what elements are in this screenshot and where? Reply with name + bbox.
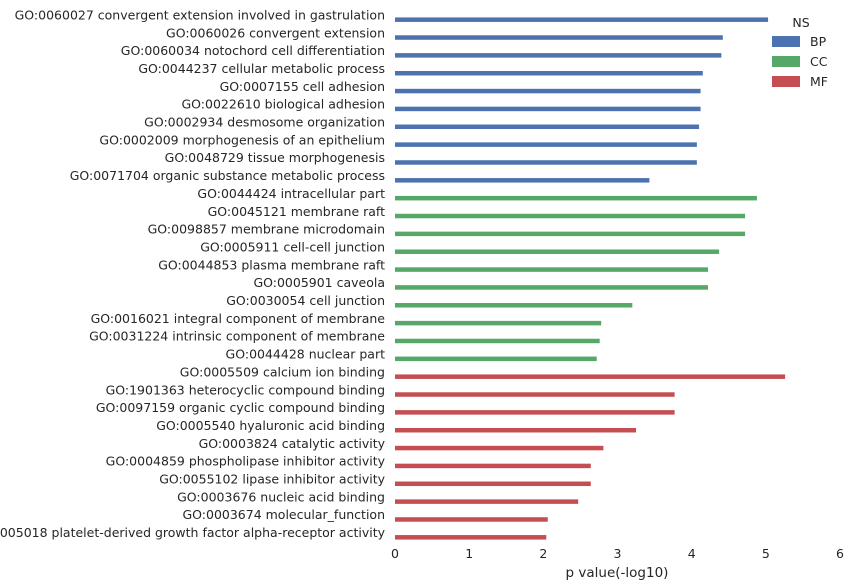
bar-bp bbox=[395, 124, 700, 130]
bar-mf bbox=[395, 463, 591, 469]
bar-cc bbox=[395, 303, 633, 308]
category-label: GO:0044237 cellular metabolic process bbox=[138, 61, 385, 76]
bar-bp bbox=[395, 17, 769, 22]
bar-bp bbox=[395, 88, 701, 94]
category-label: GO:0098857 membrane microdomain bbox=[148, 222, 385, 237]
category-label: GO:0005509 calcium ion binding bbox=[180, 364, 385, 379]
x-tick-label: 4 bbox=[688, 546, 696, 561]
bar-cc bbox=[395, 231, 746, 237]
category-label: GO:0060034 notochord cell differentiatio… bbox=[121, 43, 385, 58]
legend-entries: BP CC MF bbox=[772, 34, 828, 89]
bar-cc bbox=[395, 285, 708, 290]
category-label: GO:0097159 organic cyclic compound bindi… bbox=[96, 400, 385, 415]
bar-mf bbox=[395, 499, 579, 504]
x-axis-ticks: 0 1 2 3 4 5 6 bbox=[391, 546, 844, 561]
category-label: GO:0005018 platelet-derived growth facto… bbox=[0, 525, 386, 540]
bar-bp bbox=[395, 35, 723, 40]
bar-bp bbox=[395, 70, 703, 76]
category-label: GO:0005901 caveola bbox=[253, 275, 385, 290]
bar-mf bbox=[395, 535, 547, 540]
category-label: GO:0003676 nucleic acid binding bbox=[177, 489, 385, 504]
bar-mf bbox=[395, 374, 786, 379]
category-label: GO:0048729 tissue morphogenesis bbox=[165, 150, 385, 165]
category-label: GO:0003674 molecular_function bbox=[182, 507, 385, 522]
category-label: GO:0044424 intracellular part bbox=[197, 186, 385, 201]
bar-bp bbox=[395, 178, 650, 183]
bar-mf bbox=[395, 517, 548, 522]
category-label: GO:0005540 hyaluronic acid binding bbox=[156, 418, 385, 433]
legend-label-mf: MF bbox=[810, 74, 828, 89]
category-label: GO:0005911 cell-cell junction bbox=[200, 239, 385, 254]
x-tick-label: 5 bbox=[762, 546, 770, 561]
legend-swatch-bp bbox=[772, 36, 800, 47]
legend: NS BP CC MF bbox=[772, 15, 828, 89]
category-label: GO:0030054 cell junction bbox=[226, 293, 385, 308]
bar-bp bbox=[395, 160, 697, 165]
legend-label-cc: CC bbox=[810, 54, 828, 69]
category-label: GO:0002009 morphogenesis of an epitheliu… bbox=[99, 132, 385, 147]
bar-mf bbox=[395, 427, 637, 433]
bar-cc bbox=[395, 267, 708, 272]
category-labels: GO:0060027 convergent extension involved… bbox=[0, 7, 386, 540]
category-label: GO:0044853 plasma membrane raft bbox=[158, 257, 385, 272]
bar-bp bbox=[395, 142, 697, 147]
x-tick-label: 2 bbox=[539, 546, 547, 561]
category-label: GO:0003824 catalytic activity bbox=[199, 436, 386, 451]
bar-cc bbox=[395, 356, 597, 362]
bar-bp bbox=[395, 53, 722, 58]
category-label: GO:0022610 biological adhesion bbox=[182, 97, 386, 112]
category-label: GO:0007155 cell adhesion bbox=[220, 79, 385, 94]
category-label: GO:0045121 membrane raft bbox=[208, 204, 386, 219]
bar-cc bbox=[395, 338, 600, 344]
bar-mf bbox=[395, 410, 675, 415]
bars-layer bbox=[395, 17, 786, 540]
legend-swatch-cc bbox=[772, 56, 800, 67]
legend-swatch-mf bbox=[772, 76, 800, 87]
category-label: GO:0055102 lipase inhibitor activity bbox=[159, 472, 385, 487]
bar-mf bbox=[395, 392, 675, 397]
category-label: GO:1901363 heterocyclic compound binding bbox=[106, 382, 385, 397]
bar-cc bbox=[395, 249, 720, 254]
category-label: GO:0016021 integral component of membran… bbox=[91, 311, 386, 326]
legend-label-bp: BP bbox=[810, 34, 827, 49]
category-label: GO:0044428 nuclear part bbox=[226, 347, 386, 362]
category-label: GO:0060026 convergent extension bbox=[166, 25, 385, 40]
category-label: GO:0002934 desmosome organization bbox=[144, 115, 385, 130]
bar-cc bbox=[395, 213, 746, 219]
bar-bp bbox=[395, 106, 701, 112]
bar-cc bbox=[395, 195, 757, 201]
category-label: GO:0004859 phospholipase inhibitor activ… bbox=[106, 454, 386, 469]
x-tick-label: 1 bbox=[465, 546, 473, 561]
legend-title: NS bbox=[792, 15, 809, 30]
x-tick-label: 6 bbox=[836, 546, 844, 561]
bar-mf bbox=[395, 445, 604, 451]
bar-mf bbox=[395, 481, 591, 487]
x-tick-label: 3 bbox=[614, 546, 622, 561]
category-label: GO:0031224 intrinsic component of membra… bbox=[89, 329, 385, 344]
x-axis-title: p value(-log10) bbox=[566, 565, 669, 581]
category-label: GO:0071704 organic substance metabolic p… bbox=[70, 168, 385, 183]
bar-cc bbox=[395, 320, 602, 326]
category-label: GO:0060027 convergent extension involved… bbox=[15, 7, 385, 22]
x-tick-label: 0 bbox=[391, 546, 399, 561]
